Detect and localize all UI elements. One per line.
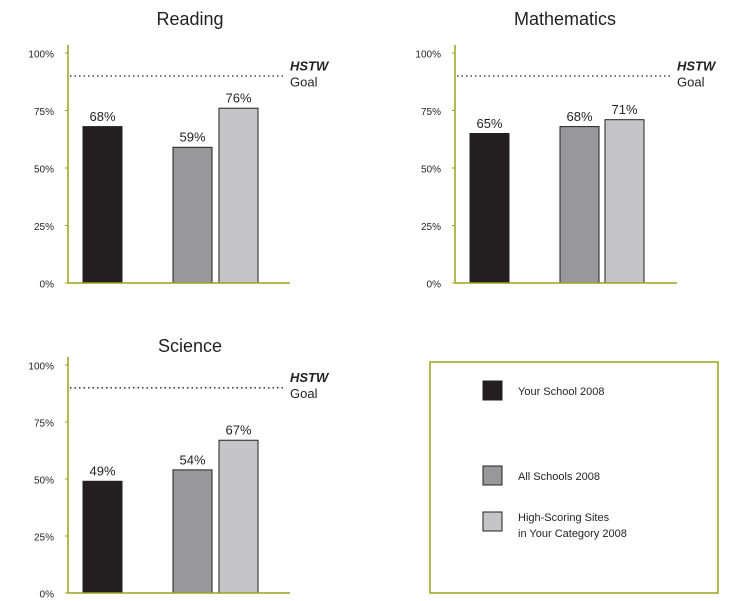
goal-label: HSTW	[677, 58, 717, 73]
value-label: 71%	[611, 102, 637, 117]
bar	[559, 126, 600, 284]
y-tick-label: 0%	[40, 590, 55, 601]
value-label: 67%	[225, 423, 251, 438]
value-label: 76%	[225, 91, 251, 106]
y-tick-label: 50%	[34, 165, 54, 176]
bar	[82, 480, 123, 594]
legend-box	[429, 361, 719, 594]
chart-title: Science	[158, 336, 222, 356]
goal-sublabel: Goal	[677, 74, 705, 89]
bar	[172, 469, 213, 594]
bar	[604, 119, 645, 284]
y-tick-label: 0%	[427, 280, 442, 291]
legend-swatch	[482, 511, 503, 532]
bar	[82, 126, 123, 284]
goal-sublabel: Goal	[290, 386, 318, 401]
y-tick-label: 75%	[34, 419, 54, 430]
y-tick-label: 25%	[34, 222, 54, 233]
bar	[218, 107, 259, 284]
y-tick-label: 100%	[28, 362, 54, 373]
y-tick-label: 100%	[28, 50, 54, 61]
bar	[172, 146, 213, 284]
y-tick-label: 100%	[415, 50, 441, 61]
legend-swatch	[482, 465, 503, 486]
goal-sublabel: Goal	[290, 74, 318, 89]
legend-swatch	[482, 380, 503, 401]
bar	[218, 439, 259, 594]
y-tick-label: 75%	[421, 107, 441, 118]
chart-title: Reading	[156, 9, 223, 29]
y-tick-label: 50%	[421, 165, 441, 176]
value-label: 68%	[89, 109, 115, 124]
y-tick-label: 25%	[34, 533, 54, 544]
y-tick-label: 50%	[34, 476, 54, 487]
legend-label: All Schools 2008	[518, 471, 600, 483]
bar	[469, 133, 510, 284]
y-tick-label: 0%	[40, 280, 55, 291]
legend-label: Your School 2008	[518, 386, 604, 398]
goal-label: HSTW	[290, 370, 330, 385]
chart-title: Mathematics	[514, 9, 616, 29]
value-label: 65%	[476, 116, 502, 131]
goal-label: HSTW	[290, 58, 330, 73]
legend-label: High-Scoring Sites	[518, 512, 610, 524]
y-tick-label: 75%	[34, 107, 54, 118]
value-label: 49%	[89, 464, 115, 479]
value-label: 59%	[179, 130, 205, 145]
legend-label: in Your Category 2008	[518, 528, 627, 540]
y-tick-label: 25%	[421, 222, 441, 233]
value-label: 54%	[179, 452, 205, 467]
value-label: 68%	[566, 109, 592, 124]
